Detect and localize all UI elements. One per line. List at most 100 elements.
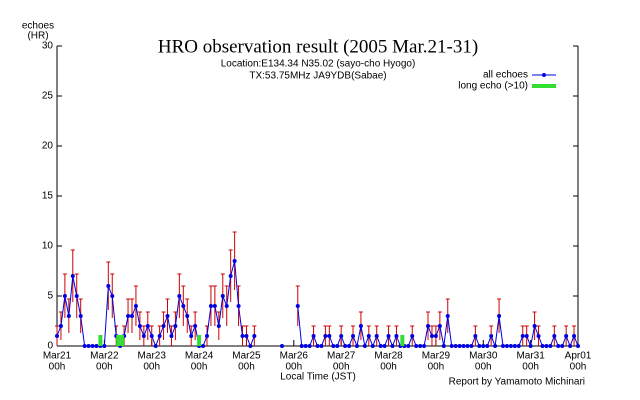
point	[556, 344, 561, 348]
point	[311, 334, 316, 338]
x-tick-label: Mar21	[43, 351, 72, 362]
point	[228, 274, 233, 278]
point	[126, 314, 131, 318]
point	[193, 324, 198, 328]
point	[315, 344, 320, 348]
long-echo	[98, 335, 103, 346]
x-tick-hour: 00h	[285, 362, 302, 373]
point	[394, 334, 399, 338]
x-tick-hour: 00h	[191, 362, 208, 373]
y-axis-label: (HR)	[27, 31, 48, 42]
point	[422, 344, 427, 348]
y-tick-label: 15	[42, 191, 54, 202]
point	[568, 344, 573, 348]
x-axis-label: Local Time (JST)	[280, 372, 356, 383]
point	[335, 344, 340, 348]
x-tick-label: Mar30	[469, 351, 498, 362]
point	[244, 334, 249, 338]
point	[390, 344, 395, 348]
point	[216, 324, 221, 328]
point	[220, 294, 225, 298]
point	[82, 344, 87, 348]
point	[137, 324, 142, 328]
point	[252, 334, 257, 338]
point	[564, 334, 569, 338]
point	[576, 344, 580, 348]
x-tick-hour: 00h	[333, 362, 350, 373]
x-tick-hour: 00h	[143, 362, 160, 373]
long-echo	[120, 335, 125, 346]
point	[279, 344, 284, 348]
point	[299, 344, 304, 348]
point	[354, 344, 359, 348]
point	[540, 344, 545, 348]
point	[469, 344, 474, 348]
x-tick-hour: 00h	[522, 362, 539, 373]
point	[141, 334, 146, 338]
point	[129, 314, 134, 318]
point	[426, 324, 431, 328]
point	[208, 304, 213, 308]
point	[165, 314, 170, 318]
point	[489, 334, 494, 338]
point	[153, 344, 158, 348]
point	[445, 314, 450, 318]
x-tick-hour: 00h	[428, 362, 445, 373]
point	[410, 334, 415, 338]
point	[548, 344, 553, 348]
point	[560, 344, 565, 348]
y-tick-label: 30	[42, 41, 54, 52]
x-tick-label: Mar23	[138, 351, 167, 362]
point	[173, 324, 178, 328]
point	[485, 344, 490, 348]
point	[327, 334, 332, 338]
point	[106, 284, 111, 288]
point	[149, 334, 154, 338]
credit: Report by Yamamoto Michinari	[449, 377, 585, 388]
point	[358, 324, 363, 328]
x-tick-label: Mar24	[185, 351, 214, 362]
y-tick-label: 20	[42, 141, 54, 152]
point	[58, 324, 63, 328]
point	[55, 334, 59, 338]
point	[477, 344, 482, 348]
long-echo	[116, 335, 121, 346]
point	[323, 334, 328, 338]
point	[236, 304, 241, 308]
point	[248, 344, 253, 348]
point	[339, 334, 344, 338]
point	[74, 294, 79, 298]
point	[366, 334, 371, 338]
point	[516, 344, 521, 348]
x-tick-hour: 00h	[475, 362, 492, 373]
point	[110, 294, 115, 298]
legend-label: long echo (>10)	[458, 81, 528, 92]
point	[528, 344, 533, 348]
point	[90, 344, 95, 348]
x-tick-label: Mar29	[422, 351, 451, 362]
point	[382, 344, 387, 348]
point	[493, 344, 498, 348]
x-tick-label: Mar27	[327, 351, 356, 362]
point	[532, 324, 537, 328]
point	[295, 304, 300, 308]
point	[70, 274, 75, 278]
point	[449, 344, 454, 348]
point	[362, 344, 367, 348]
long-echo	[197, 335, 202, 346]
point	[224, 304, 229, 308]
y-tick-label: 10	[42, 241, 54, 252]
point	[453, 344, 458, 348]
x-tick-label: Mar25	[232, 351, 261, 362]
point	[94, 344, 99, 348]
point	[169, 334, 174, 338]
point	[512, 344, 517, 348]
x-tick-hour: 00h	[96, 362, 113, 373]
point	[303, 344, 308, 348]
x-tick-hour: 00h	[570, 362, 587, 373]
y-tick-label: 0	[47, 341, 53, 352]
subtitle: TX:53.75MHz JA9YDB(Sabae)	[249, 71, 386, 82]
point	[66, 314, 71, 318]
point	[347, 344, 352, 348]
